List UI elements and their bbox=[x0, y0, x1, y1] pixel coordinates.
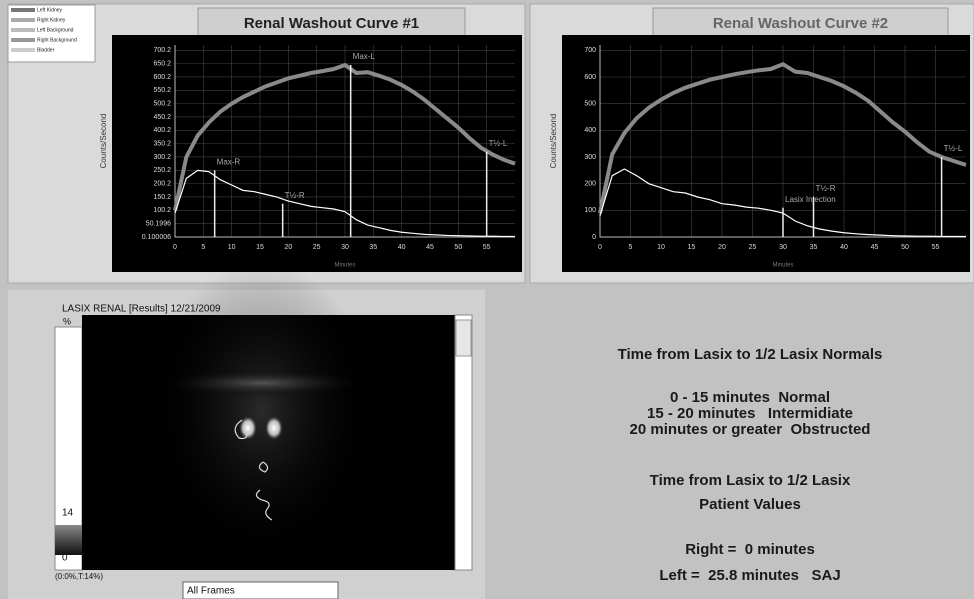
x-tick-label: 5 bbox=[629, 244, 633, 251]
y-tick-label: 0.100006 bbox=[142, 234, 171, 241]
x-tick-label: 20 bbox=[284, 244, 292, 251]
y-tick-label: 600 bbox=[584, 74, 596, 81]
y-tick-label: 650.2 bbox=[153, 60, 171, 67]
x-axis-label: Minutes bbox=[334, 263, 355, 269]
scale-unit: % bbox=[63, 316, 71, 326]
y-tick-label: 700.2 bbox=[153, 47, 171, 54]
y-tick-label: 550.2 bbox=[153, 87, 171, 94]
legend-label: Right Kidney bbox=[37, 17, 66, 23]
x-tick-label: 20 bbox=[718, 244, 726, 251]
y-tick-label: 200.2 bbox=[153, 180, 171, 187]
x-tick-label: 40 bbox=[840, 244, 848, 251]
kidney-left bbox=[265, 416, 283, 440]
y-tick-label: 250.2 bbox=[153, 167, 171, 174]
patient-value: Left = 25.8 minutes SAJ bbox=[659, 567, 840, 584]
y-axis-label: Counts/Second bbox=[549, 114, 558, 169]
y-tick-label: 50.1996 bbox=[146, 220, 171, 227]
x-axis-label: Minutes bbox=[772, 263, 793, 269]
frames-label: All Frames bbox=[187, 586, 235, 597]
marker-label: Max-R bbox=[217, 157, 241, 166]
normal-range: 15 - 20 minutes Intermidiate bbox=[647, 405, 853, 422]
x-tick-label: 45 bbox=[871, 244, 879, 251]
legend-swatch bbox=[11, 28, 35, 32]
x-tick-label: 15 bbox=[688, 244, 696, 251]
y-tick-label: 150.2 bbox=[153, 194, 171, 201]
legend-swatch bbox=[11, 38, 35, 42]
y-tick-label: 300 bbox=[584, 154, 596, 161]
y-tick-label: 500.2 bbox=[153, 100, 171, 107]
x-tick-label: 25 bbox=[749, 244, 757, 251]
chart-title: Renal Washout Curve #1 bbox=[244, 15, 419, 32]
shoulder-glow bbox=[157, 369, 367, 397]
x-tick-label: 0 bbox=[173, 244, 177, 251]
legend-label: Left Kidney bbox=[37, 7, 63, 13]
legend-label: Bladder bbox=[37, 47, 55, 53]
y-axis-label: Counts/Second bbox=[99, 114, 108, 169]
x-tick-label: 35 bbox=[369, 244, 377, 251]
x-tick-label: 35 bbox=[810, 244, 818, 251]
legend-box bbox=[8, 5, 95, 62]
y-tick-label: 300.2 bbox=[153, 154, 171, 161]
x-tick-label: 40 bbox=[398, 244, 406, 251]
marker-label: T½-R bbox=[285, 191, 305, 200]
patient-title: Patient Values bbox=[699, 496, 801, 513]
marker-label: Max-L bbox=[353, 52, 376, 61]
marker-label: T½-R bbox=[816, 184, 836, 193]
normals-title: Time from Lasix to 1/2 Lasix Normals bbox=[618, 346, 883, 363]
y-tick-label: 200 bbox=[584, 181, 596, 188]
scale-max: 14 bbox=[62, 508, 74, 519]
chart-title: Renal Washout Curve #2 bbox=[713, 15, 888, 32]
normal-range: 20 minutes or greater Obstructed bbox=[630, 421, 871, 438]
x-tick-label: 30 bbox=[341, 244, 349, 251]
scale-min: 0 bbox=[62, 553, 68, 564]
x-tick-label: 50 bbox=[454, 244, 462, 251]
y-tick-label: 100 bbox=[584, 207, 596, 214]
scroll-thumb[interactable] bbox=[456, 320, 471, 356]
legend-label: Left Background bbox=[37, 27, 74, 33]
normal-range: 0 - 15 minutes Normal bbox=[670, 389, 830, 406]
x-tick-label: 50 bbox=[901, 244, 909, 251]
x-tick-label: 0 bbox=[598, 244, 602, 251]
patient-value: Right = 0 minutes bbox=[685, 541, 815, 558]
color-scale-gradient bbox=[55, 525, 82, 555]
marker-label: T½-L bbox=[489, 139, 508, 148]
y-tick-label: 0 bbox=[592, 234, 596, 241]
y-tick-label: 400.2 bbox=[153, 127, 171, 134]
y-tick-label: 350.2 bbox=[153, 140, 171, 147]
legend-swatch bbox=[11, 48, 35, 52]
marker-label: T½-L bbox=[944, 144, 963, 153]
x-tick-label: 10 bbox=[228, 244, 236, 251]
x-tick-label: 5 bbox=[201, 244, 205, 251]
y-tick-label: 450.2 bbox=[153, 114, 171, 121]
patient-title: Time from Lasix to 1/2 Lasix bbox=[650, 472, 851, 489]
x-tick-label: 15 bbox=[256, 244, 264, 251]
marker-label: Lasix Injection bbox=[785, 195, 836, 204]
screen: LASIX RENAL [Results] 12/21/2009 % 14 0 … bbox=[0, 0, 974, 599]
y-tick-label: 600.2 bbox=[153, 74, 171, 81]
legend-swatch bbox=[11, 18, 35, 22]
x-tick-label: 55 bbox=[483, 244, 491, 251]
image-status: (0:0%,T:14%) bbox=[55, 572, 103, 581]
legend-label: Right Background bbox=[37, 37, 77, 43]
body-glow bbox=[152, 260, 372, 560]
x-tick-label: 25 bbox=[313, 244, 321, 251]
legend-swatch bbox=[11, 8, 35, 12]
y-tick-label: 100.2 bbox=[153, 207, 171, 214]
x-tick-label: 55 bbox=[932, 244, 940, 251]
x-tick-label: 45 bbox=[426, 244, 434, 251]
y-tick-label: 500 bbox=[584, 101, 596, 108]
x-tick-label: 30 bbox=[779, 244, 787, 251]
x-tick-label: 10 bbox=[657, 244, 665, 251]
y-tick-label: 700 bbox=[584, 47, 596, 54]
y-tick-label: 400 bbox=[584, 127, 596, 134]
